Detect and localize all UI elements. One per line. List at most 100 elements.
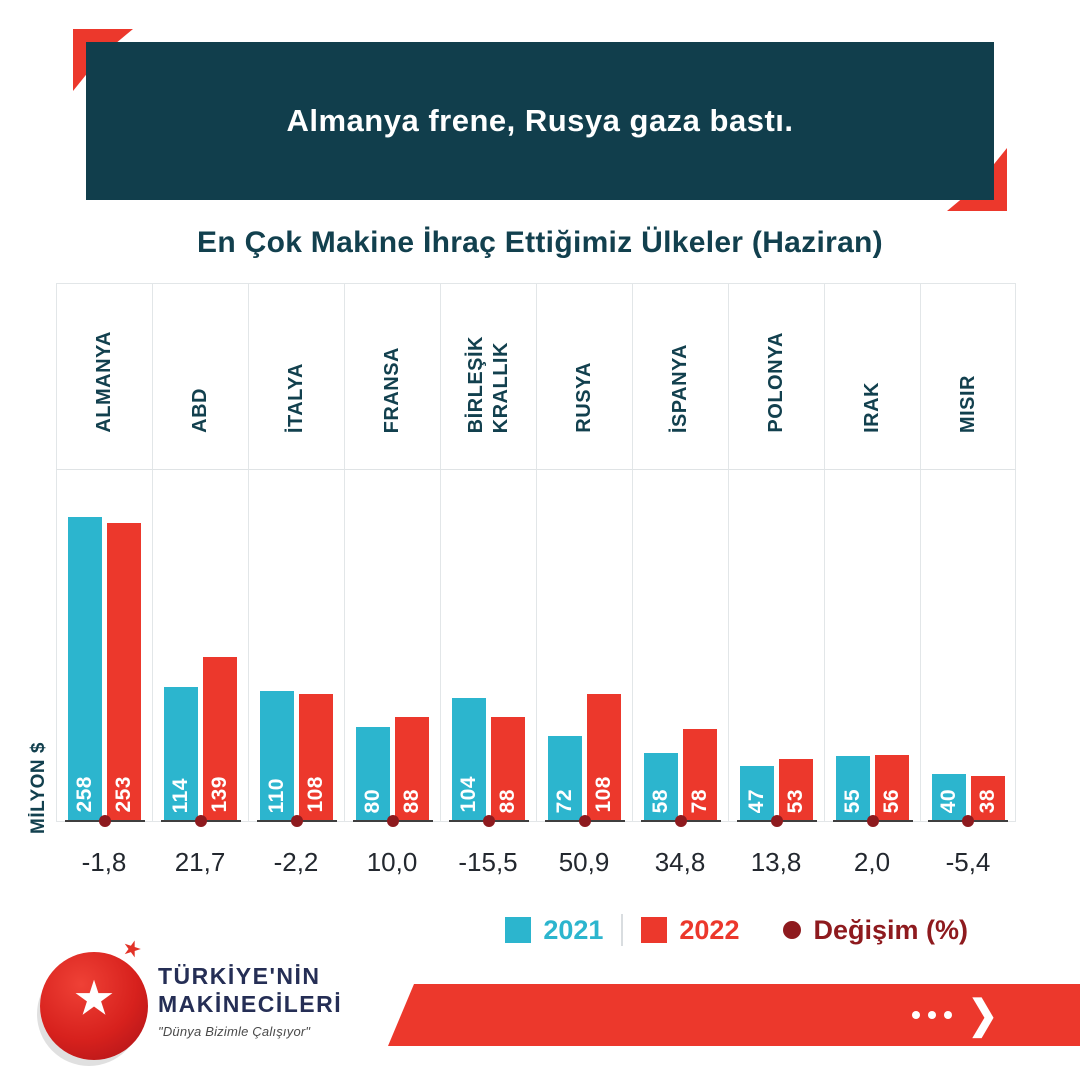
next-arrow-icon[interactable]: ❯ (967, 991, 998, 1037)
bar-value-label: 108 (592, 776, 615, 813)
bar-group: 114 139 (152, 470, 248, 827)
bar-2021: 80 (356, 727, 390, 821)
bar-group: 47 53 (728, 470, 824, 827)
legend-square-icon (505, 917, 532, 943)
bar-value-label: 110 (265, 777, 288, 813)
bar-2022: 253 (107, 523, 141, 821)
bar-value-label: 38 (975, 788, 999, 813)
chart-column: RUSYA 72 108 50,9 (536, 283, 632, 878)
legend-dot-icon (783, 921, 802, 939)
change-value: -15,5 (458, 847, 518, 877)
legend-square-icon (641, 917, 668, 943)
category-cell: BİRLEŞİK KRALLIK (440, 283, 536, 470)
bar-2021: 58 (644, 753, 678, 821)
change-dot-icon (290, 815, 303, 827)
change-dot-icon (98, 815, 111, 827)
ellipsis-dots-icon (911, 1011, 952, 1019)
bar-value-label: 55 (841, 788, 864, 813)
logo-small-star-icon: ★ (118, 933, 146, 964)
change-value: -1,8 (81, 847, 127, 877)
legend-item-2021: 2021 (505, 915, 603, 946)
bar-2021: 114 (164, 687, 198, 821)
bar-group: 40 38 (920, 470, 1016, 827)
logo-star-icon: ★ (72, 972, 116, 1026)
bar-value-label: 78 (688, 788, 711, 813)
category-label: İSPANYA (669, 343, 691, 433)
bar-value-label: 108 (304, 776, 327, 813)
category-label: RUSYA (573, 362, 595, 433)
change-value: 34,8 (654, 847, 706, 877)
chart-column: POLONYA 47 53 13,8 (728, 283, 824, 878)
chart-column: FRANSA 80 88 10,0 (344, 283, 440, 878)
banner-corner-accent-top-left-2 (73, 29, 133, 44)
change-value: 50,9 (558, 847, 610, 877)
change-dot-icon (386, 815, 399, 827)
category-cell: FRANSA (344, 283, 440, 470)
bar-group: 55 56 (824, 470, 920, 827)
bar-value-label: 56 (880, 788, 903, 813)
bar-2022: 38 (970, 776, 1005, 821)
bar-group: 72 108 (536, 470, 632, 827)
bar-value-label: 58 (649, 788, 672, 813)
bar-2022: 108 (587, 694, 621, 821)
bar-value-label: 53 (784, 788, 807, 813)
category-cell: POLONYA (728, 283, 824, 470)
category-label: BİRLEŞİK KRALLIK (464, 335, 512, 433)
bar-2022: 56 (875, 755, 909, 821)
logo-text: TÜRKİYE'NİN MAKİNECİLERİ "Dünya Bizimle … (158, 962, 342, 1039)
bar-value-label: 88 (496, 788, 519, 813)
bar-2022: 139 (203, 657, 237, 821)
banner-corner-accent-top-left (73, 29, 88, 91)
bar-2022: 88 (395, 717, 429, 821)
category-label: ABD (189, 388, 211, 433)
legend-divider (621, 914, 624, 946)
chart-column: IRAK 55 56 2,0 (824, 283, 920, 878)
bar-value-label: 80 (361, 788, 384, 813)
legend-item-2022: 2022 (641, 915, 739, 946)
category-cell: İTALYA (248, 283, 344, 470)
legend-item-de-i-im: Değişim (%) (783, 915, 968, 946)
chart-column: BİRLEŞİK KRALLIK 104 88 -15,5 (440, 283, 536, 878)
change-value: 2,0 (853, 847, 891, 877)
change-value: 10,0 (366, 847, 418, 877)
category-label: IRAK (861, 382, 883, 433)
category-label: POLONYA (765, 332, 787, 433)
bar-2022: 78 (683, 729, 717, 821)
category-cell: MISIR (920, 283, 1016, 470)
category-cell: İSPANYA (632, 283, 728, 470)
chart-legend: 2021 2022 Değişim (%) (505, 914, 968, 946)
bar-value-label: 104 (457, 776, 480, 813)
bar-group: 104 88 (440, 470, 536, 827)
change-value: 21,7 (174, 847, 226, 877)
bar-value-label: 88 (400, 788, 423, 813)
bar-value-label: 114 (169, 777, 192, 813)
change-dot-icon (482, 815, 495, 827)
page-title: Almanya frene, Rusya gaza bastı. (286, 103, 794, 138)
logo-line-2: MAKİNECİLERİ (158, 991, 343, 1017)
bar-value-label: 253 (112, 776, 135, 813)
bar-2021: 40 (931, 774, 966, 821)
legend-label: 2021 (543, 914, 604, 945)
logo-tagline: "Dünya Bizimle Çalışıyor" (158, 1024, 311, 1039)
logo-circle-icon: ★ (40, 952, 148, 1060)
bar-chart: ALMANYA 258 253 -1,8 ABD 114 139 21,7 İTALYA 110 1… (56, 283, 1016, 878)
bar-group: 58 78 (632, 470, 728, 827)
bar-value-label: 139 (208, 776, 231, 813)
category-cell: IRAK (824, 283, 920, 470)
category-label: İTALYA (285, 362, 307, 433)
change-dot-icon (770, 815, 783, 827)
change-dot-icon (194, 815, 207, 827)
category-cell: ALMANYA (56, 283, 152, 470)
chart-column: İSPANYA 58 78 34,8 (632, 283, 728, 878)
bar-2021: 47 (740, 766, 774, 821)
bar-2021: 72 (548, 736, 582, 821)
bar-value-label: 258 (73, 776, 96, 813)
chart-column: ABD 114 139 21,7 (152, 283, 248, 878)
bar-2021: 110 (260, 691, 294, 821)
change-dot-icon (674, 815, 687, 827)
change-dot-icon (578, 815, 591, 827)
change-value: -2,2 (273, 847, 319, 877)
title-banner: Almanya frene, Rusya gaza bastı. (86, 42, 994, 200)
change-value: -5,4 (945, 847, 991, 877)
